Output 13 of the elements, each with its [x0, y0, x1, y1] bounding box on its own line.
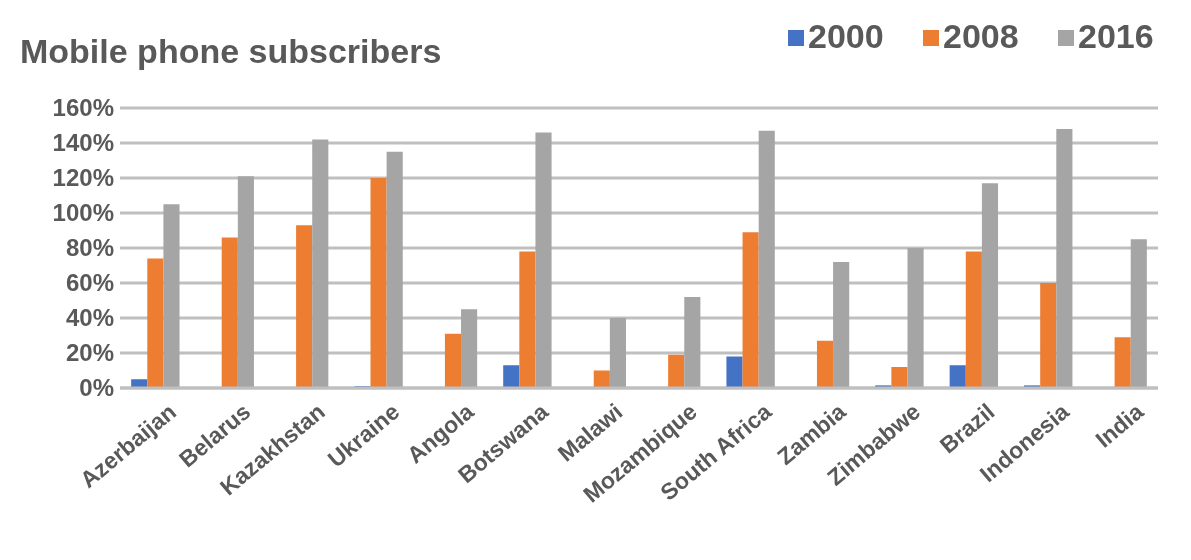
y-tick-label: 120% [52, 164, 114, 192]
y-tick-label: 100% [52, 199, 114, 227]
y-tick-label: 140% [52, 129, 114, 157]
y-tick-label: 20% [65, 339, 114, 367]
legend-label: 2016 [1078, 17, 1154, 55]
chart-title: Mobile phone subscribers [20, 32, 442, 70]
y-tick-label: 60% [65, 269, 114, 297]
y-tick-label: 80% [65, 234, 114, 262]
y-tick-label: 0% [79, 374, 114, 402]
legend-label: 2008 [943, 17, 1019, 55]
legend-label: 2000 [808, 17, 884, 55]
y-tick-label: 40% [65, 304, 114, 332]
y-tick-label: 160% [52, 94, 114, 122]
